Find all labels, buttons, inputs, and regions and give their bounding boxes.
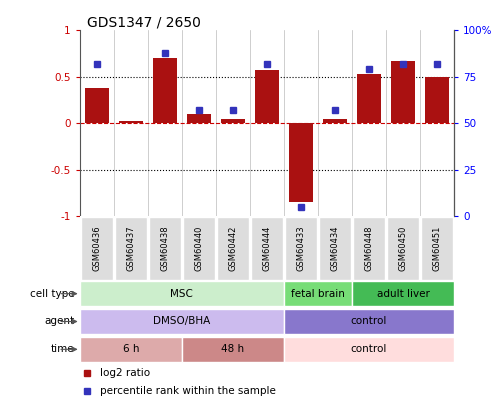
FancyBboxPatch shape bbox=[421, 217, 454, 280]
Text: GDS1347 / 2650: GDS1347 / 2650 bbox=[87, 15, 201, 29]
FancyBboxPatch shape bbox=[115, 217, 147, 280]
Bar bbox=[119, 122, 143, 123]
Bar bbox=[153, 58, 177, 123]
Bar bbox=[221, 119, 245, 123]
Text: GSM60433: GSM60433 bbox=[296, 226, 305, 271]
Text: GSM60450: GSM60450 bbox=[399, 226, 408, 271]
Text: GSM60448: GSM60448 bbox=[365, 226, 374, 271]
Text: fetal brain: fetal brain bbox=[291, 289, 345, 298]
FancyBboxPatch shape bbox=[284, 217, 317, 280]
Text: DMSO/BHA: DMSO/BHA bbox=[153, 316, 211, 326]
Text: MSC: MSC bbox=[171, 289, 193, 298]
FancyBboxPatch shape bbox=[284, 337, 454, 362]
Text: GSM60444: GSM60444 bbox=[262, 226, 271, 271]
Text: GSM60442: GSM60442 bbox=[229, 226, 238, 271]
Text: percentile rank within the sample: percentile rank within the sample bbox=[100, 386, 276, 396]
FancyBboxPatch shape bbox=[284, 281, 352, 306]
Text: GSM60437: GSM60437 bbox=[126, 226, 135, 271]
Text: time: time bbox=[50, 344, 74, 354]
Bar bbox=[323, 119, 347, 123]
Text: control: control bbox=[351, 344, 387, 354]
Text: GSM60438: GSM60438 bbox=[160, 226, 169, 271]
Bar bbox=[255, 70, 279, 123]
Text: 6 h: 6 h bbox=[123, 344, 139, 354]
FancyBboxPatch shape bbox=[353, 217, 385, 280]
FancyBboxPatch shape bbox=[80, 309, 284, 334]
Text: GSM60434: GSM60434 bbox=[330, 226, 339, 271]
FancyBboxPatch shape bbox=[217, 217, 250, 280]
Bar bbox=[357, 74, 381, 123]
FancyBboxPatch shape bbox=[80, 337, 182, 362]
Text: control: control bbox=[351, 316, 387, 326]
FancyBboxPatch shape bbox=[183, 217, 215, 280]
FancyBboxPatch shape bbox=[182, 337, 284, 362]
FancyBboxPatch shape bbox=[387, 217, 419, 280]
Text: cell type: cell type bbox=[29, 289, 74, 298]
FancyBboxPatch shape bbox=[352, 281, 454, 306]
FancyBboxPatch shape bbox=[250, 217, 283, 280]
Bar bbox=[289, 123, 313, 202]
FancyBboxPatch shape bbox=[80, 217, 113, 280]
Text: GSM60436: GSM60436 bbox=[92, 226, 101, 271]
Bar bbox=[391, 61, 415, 123]
Bar bbox=[425, 77, 449, 123]
FancyBboxPatch shape bbox=[284, 309, 454, 334]
Bar bbox=[187, 114, 211, 123]
Text: agent: agent bbox=[44, 316, 74, 326]
Text: log2 ratio: log2 ratio bbox=[100, 369, 151, 378]
Text: adult liver: adult liver bbox=[377, 289, 430, 298]
Text: GSM60440: GSM60440 bbox=[195, 226, 204, 271]
FancyBboxPatch shape bbox=[80, 281, 284, 306]
Bar bbox=[85, 88, 109, 123]
FancyBboxPatch shape bbox=[319, 217, 351, 280]
Text: 48 h: 48 h bbox=[222, 344, 245, 354]
FancyBboxPatch shape bbox=[149, 217, 181, 280]
Text: GSM60451: GSM60451 bbox=[433, 226, 442, 271]
